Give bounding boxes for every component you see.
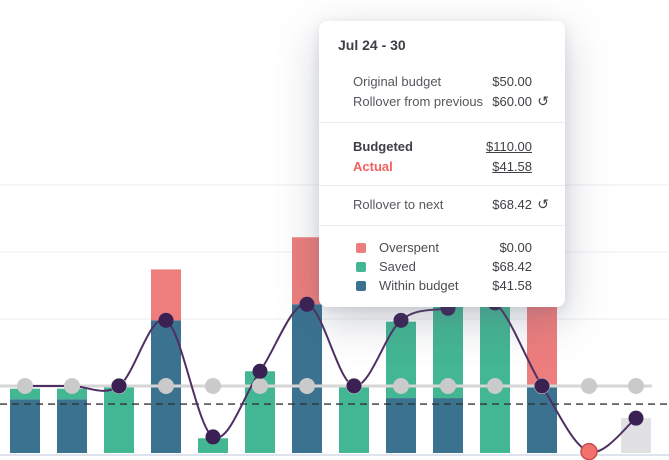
rollover-previous-value: $60.00	[492, 93, 532, 109]
bar-segment-saved	[10, 388, 40, 400]
rollover-next-label: Rollover to next	[353, 196, 444, 212]
budget-dot	[64, 378, 80, 394]
actual-dot	[346, 378, 362, 394]
bar-segment-saved	[198, 438, 228, 453]
budgeted-value-link[interactable]: $110.00	[485, 138, 532, 154]
bar-segment-within-budget	[57, 399, 87, 453]
row-actual: Actual $41.58	[319, 156, 565, 176]
row-original-budget: Original budget $50.00	[319, 71, 565, 91]
divider	[319, 185, 565, 186]
budget-dot	[487, 378, 503, 394]
budget-dot	[440, 378, 456, 394]
saved-label: Saved	[379, 259, 416, 274]
row-rollover-next: Rollover to next $68.42 ↺	[319, 194, 565, 214]
actual-dot	[111, 378, 127, 394]
within-budget-value: $41.58	[492, 278, 532, 293]
actual-dot	[158, 312, 174, 328]
bar-segment-overspent	[292, 237, 322, 305]
budget-dot	[252, 378, 268, 394]
actual-dot	[299, 296, 315, 312]
actual-dot	[205, 429, 221, 445]
bar-segment-within-budget	[10, 399, 40, 453]
bar-segment-saved	[339, 386, 369, 453]
saved-swatch	[356, 261, 366, 272]
legend-row-overspent: Overspent $0.00	[319, 238, 565, 257]
within-budget-swatch	[356, 280, 366, 291]
bar-segment-within-budget	[386, 398, 416, 453]
budget-dot	[17, 378, 33, 394]
overspent-label: Overspent	[379, 240, 439, 255]
saved-value: $68.42	[492, 259, 532, 274]
budgeted-label: Budgeted	[353, 138, 413, 154]
divider	[319, 122, 565, 123]
rollover-ccw-icon[interactable]: ↺	[537, 196, 549, 212]
actual-dot	[628, 410, 644, 426]
row-budgeted: Budgeted $110.00	[319, 136, 565, 156]
within-budget-label: Within budget	[379, 278, 459, 293]
highlighted-actual-dot	[580, 442, 598, 460]
actual-label: Actual	[353, 158, 393, 174]
actual-dot	[534, 378, 550, 394]
original-budget-label: Original budget	[353, 73, 442, 89]
tooltip-title: Jul 24 - 30	[338, 37, 406, 53]
rollover-previous-label: Rollover from previous	[353, 93, 484, 109]
overspent-value: $0.00	[499, 240, 532, 255]
divider	[319, 225, 565, 226]
bar-segment-overspent	[527, 306, 557, 385]
actual-value-link[interactable]: $41.58	[492, 158, 532, 174]
bar-segment-overspent	[151, 269, 181, 321]
row-rollover-previous: Rollover from previous $60.00 ↺	[319, 91, 565, 111]
budget-dot	[393, 378, 409, 394]
original-budget-value: $50.00	[492, 73, 532, 89]
budget-dot	[158, 378, 174, 394]
overspent-swatch	[356, 242, 366, 253]
bar-segment-saved	[104, 387, 134, 453]
budget-dot	[581, 378, 597, 394]
actual-dot	[252, 363, 268, 379]
rollover-ccw-icon[interactable]: ↺	[537, 93, 549, 109]
tooltip: Jul 24 - 30 Original budget $50.00 Rollo…	[319, 21, 565, 307]
bar-segment-within-budget	[527, 384, 557, 453]
budget-dot	[628, 378, 644, 394]
legend-row-within-budget: Within budget $41.58	[319, 276, 565, 295]
actual-line	[25, 296, 637, 454]
actual-dot	[393, 312, 409, 328]
legend-row-saved: Saved $68.42	[319, 257, 565, 276]
budget-dot	[299, 378, 315, 394]
bar-segment-within-budget	[433, 398, 463, 453]
bar-segment-saved	[57, 388, 87, 400]
budget-dot	[205, 378, 221, 394]
rollover-next-value: $68.42	[492, 196, 532, 212]
